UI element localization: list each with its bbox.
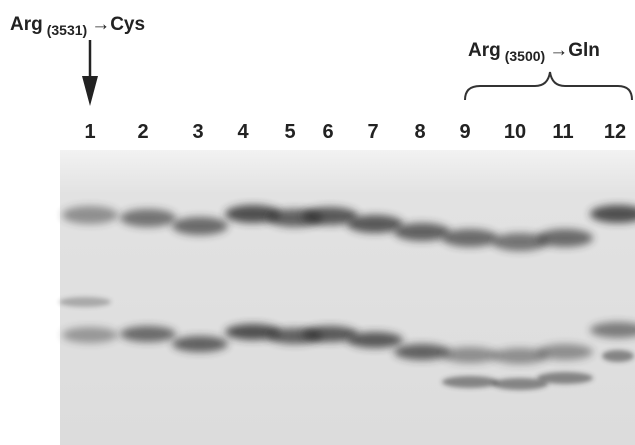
arrow-head: [82, 76, 98, 106]
lane-number: 12: [604, 121, 626, 143]
lane-number: 9: [459, 121, 470, 143]
lane-number: 11: [552, 121, 573, 143]
gel-background: [60, 150, 635, 445]
lane-number: 4: [237, 121, 249, 143]
band: [394, 344, 450, 360]
page: Arg(3531)→Cys Arg(3500)→Gln 123456789101…: [0, 0, 635, 445]
annotation-suffix: →Cys: [91, 14, 145, 35]
band: [537, 372, 593, 384]
lane-number: 1: [84, 121, 95, 143]
band: [602, 350, 634, 362]
lane-number: 2: [137, 121, 148, 143]
annotation-suffix: →Gln: [549, 40, 600, 61]
annotation-subscript: (3531): [47, 22, 87, 38]
band: [537, 344, 593, 360]
band: [394, 223, 450, 241]
lane-number: 8: [414, 121, 425, 143]
band: [537, 229, 593, 247]
gel-figure: Arg(3531)→Cys Arg(3500)→Gln 123456789101…: [0, 0, 635, 445]
band: [172, 336, 228, 352]
lane-number: 5: [284, 121, 295, 143]
band: [62, 206, 118, 224]
band: [172, 217, 228, 235]
lane-number: 10: [504, 121, 526, 143]
annotation-text: Arg: [468, 40, 501, 61]
annotation-right: Arg(3500)→Gln: [468, 40, 600, 64]
band: [59, 297, 111, 307]
band: [442, 229, 498, 247]
bracket: [465, 72, 632, 100]
lane-number: 6: [322, 121, 333, 143]
band: [442, 376, 498, 388]
annotation-left: Arg(3531)→Cys: [10, 14, 145, 38]
annotation-text: Arg: [10, 14, 43, 35]
band: [347, 332, 403, 348]
band: [442, 347, 498, 363]
lane-number: 7: [367, 121, 378, 143]
band: [120, 326, 176, 342]
band: [62, 327, 118, 343]
lane-number: 3: [192, 121, 203, 143]
band: [120, 209, 176, 227]
annotation-subscript: (3500): [505, 48, 545, 64]
